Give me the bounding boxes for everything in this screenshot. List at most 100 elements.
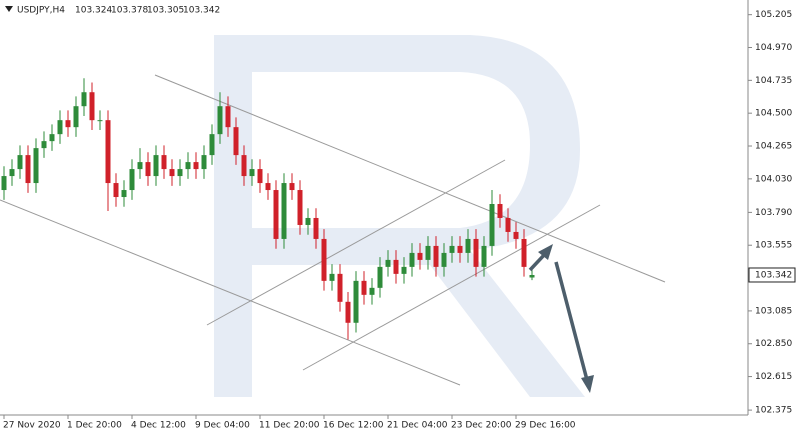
ohlc-high: 103.378 bbox=[111, 6, 148, 16]
candle-body bbox=[473, 238, 479, 267]
y-tick-label: 104.500 bbox=[755, 109, 792, 119]
candle-body bbox=[313, 217, 319, 239]
candle-body bbox=[33, 148, 39, 184]
candle-body bbox=[201, 155, 207, 170]
candle-body bbox=[361, 280, 367, 295]
candle-body bbox=[9, 169, 15, 177]
watermark bbox=[214, 35, 585, 397]
symbol-title: USDJPY,H4 bbox=[17, 6, 65, 16]
candle-body bbox=[105, 120, 111, 184]
arrow-down bbox=[554, 261, 589, 381]
y-tick-label: 103.555 bbox=[755, 241, 792, 251]
candle-body bbox=[385, 259, 391, 267]
x-tick-label: 9 Dec 04:00 bbox=[195, 421, 250, 431]
candle-body bbox=[185, 162, 191, 170]
candle-body bbox=[265, 183, 271, 191]
candle-body bbox=[193, 162, 199, 170]
candle-body bbox=[41, 141, 47, 149]
candle-body bbox=[505, 217, 511, 232]
candle-body bbox=[409, 252, 415, 267]
arrow-head bbox=[581, 375, 594, 393]
candle-body bbox=[249, 169, 255, 177]
x-tick-label: 21 Dec 04:00 bbox=[387, 421, 448, 431]
y-tick-label: 102.375 bbox=[755, 406, 792, 416]
candle-body bbox=[225, 106, 231, 128]
candle-body bbox=[81, 92, 87, 107]
menu-triangle bbox=[5, 6, 13, 12]
candle-body bbox=[425, 245, 431, 260]
candle-body bbox=[377, 266, 383, 288]
candle-body bbox=[257, 169, 263, 184]
candle-body bbox=[137, 162, 143, 170]
x-tick-label: 11 Dec 20:00 bbox=[259, 421, 320, 431]
current-price-label: 103.342 bbox=[755, 270, 792, 280]
ohlc-low: 103.305 bbox=[147, 6, 184, 16]
candles bbox=[1, 78, 535, 340]
x-tick-label: 16 Dec 12:00 bbox=[323, 421, 384, 431]
candle-body bbox=[121, 190, 127, 198]
candle-body bbox=[73, 106, 79, 128]
candle-body bbox=[209, 134, 215, 156]
candle-body bbox=[369, 287, 375, 295]
candle-body bbox=[481, 245, 487, 267]
candle-body bbox=[145, 162, 151, 177]
x-tick-label: 1 Dec 20:00 bbox=[67, 421, 122, 431]
candle-body bbox=[161, 155, 167, 170]
candle-body bbox=[25, 155, 31, 184]
candle-body bbox=[273, 190, 279, 239]
y-tick-label: 105.205 bbox=[755, 10, 792, 20]
y-tick-label: 104.030 bbox=[755, 174, 792, 184]
y-tick-label: 104.970 bbox=[755, 43, 792, 53]
forecast-arrows bbox=[528, 244, 594, 393]
candle-body bbox=[97, 120, 103, 122]
candle-body bbox=[65, 120, 71, 128]
candle-body bbox=[49, 134, 55, 142]
candle-body bbox=[521, 238, 527, 267]
candle-body bbox=[177, 169, 183, 177]
x-tick-label: 27 Nov 2020 bbox=[3, 421, 61, 431]
candle-body bbox=[393, 259, 399, 274]
candle-body bbox=[337, 273, 343, 302]
candle-body bbox=[489, 204, 495, 246]
candle-body bbox=[233, 127, 239, 156]
candle-body bbox=[417, 252, 423, 260]
y-tick-label: 102.850 bbox=[755, 339, 792, 349]
candle-body bbox=[241, 155, 247, 177]
candle-body bbox=[113, 183, 119, 198]
candle-body bbox=[289, 183, 295, 191]
candle-body bbox=[401, 266, 407, 274]
candle-body bbox=[129, 169, 135, 191]
candle-body bbox=[153, 155, 159, 177]
candle-body bbox=[497, 204, 503, 218]
candle-body bbox=[441, 252, 447, 267]
y-tick-label: 103.790 bbox=[755, 208, 792, 218]
x-tick-label: 29 Dec 16:00 bbox=[515, 421, 576, 431]
candle-body bbox=[281, 183, 287, 239]
trend-line bbox=[154, 74, 666, 283]
arrow-up bbox=[528, 252, 547, 272]
y-tick-label: 103.085 bbox=[755, 306, 792, 316]
candle-body bbox=[17, 155, 23, 170]
x-tick-label: 4 Dec 12:00 bbox=[131, 421, 186, 431]
candle-body bbox=[89, 92, 95, 121]
candle-body bbox=[57, 120, 63, 135]
candle-body bbox=[217, 106, 223, 135]
trend-line bbox=[206, 159, 506, 326]
ohlc-close: 103.342 bbox=[183, 6, 220, 16]
y-tick-label: 104.735 bbox=[755, 76, 792, 86]
arrow-head bbox=[538, 244, 553, 260]
x-tick-label: 23 Dec 20:00 bbox=[451, 421, 512, 431]
candle-body bbox=[321, 238, 327, 281]
candle-body bbox=[433, 245, 439, 267]
ohlc-open: 103.324 bbox=[75, 6, 112, 16]
price-label-bg bbox=[748, 267, 796, 283]
trend-line bbox=[0, 199, 461, 386]
watermark-bowl bbox=[252, 35, 585, 397]
candle-body bbox=[329, 273, 335, 281]
candle-body bbox=[305, 217, 311, 225]
candle-body bbox=[1, 176, 7, 191]
candle-body bbox=[457, 245, 463, 253]
candle-body bbox=[169, 169, 175, 177]
